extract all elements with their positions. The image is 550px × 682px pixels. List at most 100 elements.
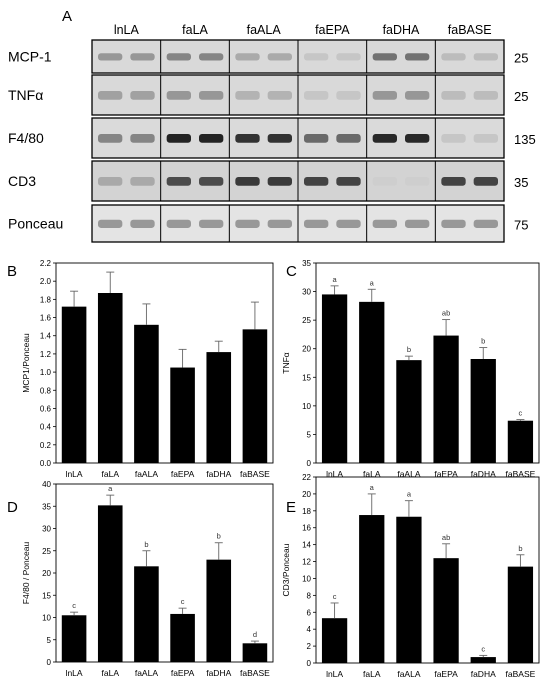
blot-band bbox=[336, 177, 361, 186]
blot-band bbox=[166, 53, 191, 61]
blot-band bbox=[199, 219, 224, 228]
blot-band bbox=[336, 134, 361, 143]
blot-band bbox=[441, 219, 466, 228]
plot-frame bbox=[55, 262, 274, 464]
x-category-label: faLA bbox=[363, 669, 381, 679]
blot-molecular-weight: 35 bbox=[514, 175, 528, 190]
significance-letter: a bbox=[370, 278, 375, 287]
blot-band bbox=[336, 53, 361, 61]
blot-band bbox=[199, 177, 224, 186]
x-category-label: lnLA bbox=[326, 469, 343, 479]
bar bbox=[396, 516, 422, 663]
y-tick-label: 10 bbox=[302, 574, 311, 583]
y-tick-label: 1.8 bbox=[40, 295, 52, 304]
blot-band bbox=[372, 91, 397, 100]
blot-band bbox=[441, 177, 466, 186]
blot-band bbox=[199, 134, 224, 143]
y-tick-label: 1.0 bbox=[40, 368, 52, 377]
blot-band bbox=[441, 91, 466, 100]
x-category-label: faDHA bbox=[471, 669, 496, 679]
bar bbox=[470, 359, 496, 463]
x-category-label: faEPA bbox=[171, 668, 195, 678]
blot-molecular-weight: 25 bbox=[514, 51, 528, 66]
blot-band bbox=[372, 53, 397, 61]
blot-band bbox=[473, 134, 498, 143]
blot-band bbox=[166, 134, 191, 143]
blot-band bbox=[267, 219, 292, 228]
blot-band bbox=[405, 91, 430, 100]
y-tick-label: 1.2 bbox=[40, 350, 52, 359]
blot-band bbox=[304, 134, 329, 143]
blot-row-label: F4/80 bbox=[8, 130, 44, 146]
x-category-label: faEPA bbox=[171, 469, 195, 479]
x-category-label: faALA bbox=[397, 669, 420, 679]
bar bbox=[206, 352, 232, 463]
significance-letter: c bbox=[333, 592, 337, 601]
blot-band bbox=[336, 91, 361, 100]
panel-letter: C bbox=[286, 263, 297, 280]
panel-letter: B bbox=[7, 263, 17, 280]
y-tick-label: 25 bbox=[42, 547, 51, 556]
y-tick-label: 2 bbox=[307, 642, 312, 651]
y-tick-label: 30 bbox=[42, 525, 51, 534]
blot-row-label: Ponceau bbox=[8, 216, 63, 232]
blot-band bbox=[98, 219, 123, 228]
bar bbox=[242, 643, 268, 662]
blot-band bbox=[267, 177, 292, 186]
panel-letter: E bbox=[286, 499, 296, 516]
blot-row-label: TNFα bbox=[8, 87, 43, 103]
blot-band bbox=[130, 177, 155, 186]
y-tick-label: 15 bbox=[302, 373, 311, 382]
blot-band bbox=[98, 91, 123, 100]
plot-frame bbox=[55, 483, 274, 663]
y-tick-label: 0 bbox=[307, 659, 312, 668]
x-category-label: faEPA bbox=[434, 669, 458, 679]
blot-band bbox=[304, 219, 329, 228]
blot-band bbox=[130, 53, 155, 61]
bar bbox=[433, 558, 459, 663]
blot-band bbox=[405, 177, 430, 186]
bar bbox=[321, 618, 348, 663]
blot-band bbox=[473, 91, 498, 100]
blot-band bbox=[267, 53, 292, 61]
bar bbox=[321, 294, 348, 463]
y-tick-label: 20 bbox=[42, 569, 51, 578]
y-tick-label: 0.2 bbox=[40, 441, 52, 450]
bar bbox=[97, 505, 123, 662]
x-category-label: faBASE bbox=[506, 469, 536, 479]
bar bbox=[97, 293, 123, 463]
bar bbox=[61, 306, 87, 463]
blot-band bbox=[267, 91, 292, 100]
blot-band bbox=[304, 177, 329, 186]
western-blot-panel: lnLA faLA faALA faEPA faDHA faBASE MCP-1 25 TNFα… bbox=[8, 23, 536, 243]
blot-band bbox=[98, 134, 123, 143]
blot-band bbox=[235, 177, 260, 186]
y-tick-label: 0 bbox=[307, 459, 312, 468]
y-tick-label: 2.2 bbox=[40, 259, 52, 268]
bar bbox=[359, 515, 385, 663]
blot-band bbox=[304, 53, 329, 61]
blot-group-label: faLA bbox=[182, 23, 208, 37]
y-tick-label: 16 bbox=[302, 524, 311, 533]
y-tick-label: 5 bbox=[47, 636, 52, 645]
blot-band bbox=[405, 134, 430, 143]
chart-panel-d: D 0 5 10 15 20 25 30 35 40 F4/80 / Ponceau c lnLA a fa… bbox=[7, 480, 274, 678]
y-tick-label: 14 bbox=[302, 541, 311, 550]
y-tick-label: 40 bbox=[42, 480, 51, 489]
bar bbox=[507, 420, 534, 463]
x-category-label: faDHA bbox=[206, 469, 231, 479]
chart-panel-b: B 0.0 0.2 0.4 0.6 0.8 1.0 1.2 1.4 1.6 1.8 2.0 2.2 MCP… bbox=[7, 259, 274, 479]
y-tick-label: 10 bbox=[302, 402, 311, 411]
x-category-label: faDHA bbox=[471, 469, 496, 479]
blot-group-label: lnLA bbox=[114, 23, 140, 37]
y-tick-label: 22 bbox=[302, 473, 311, 482]
blot-band bbox=[166, 91, 191, 100]
y-tick-label: 35 bbox=[302, 259, 311, 268]
blot-band bbox=[235, 134, 260, 143]
bar-charts: B 0.0 0.2 0.4 0.6 0.8 1.0 1.2 1.4 1.6 1.8 2.0 2.2 MCP… bbox=[7, 259, 540, 679]
bar bbox=[242, 329, 268, 463]
panel-letter: D bbox=[7, 499, 18, 516]
y-tick-label: 4 bbox=[307, 625, 312, 634]
x-category-label: faEPA bbox=[434, 469, 458, 479]
y-tick-label: 15 bbox=[42, 591, 51, 600]
